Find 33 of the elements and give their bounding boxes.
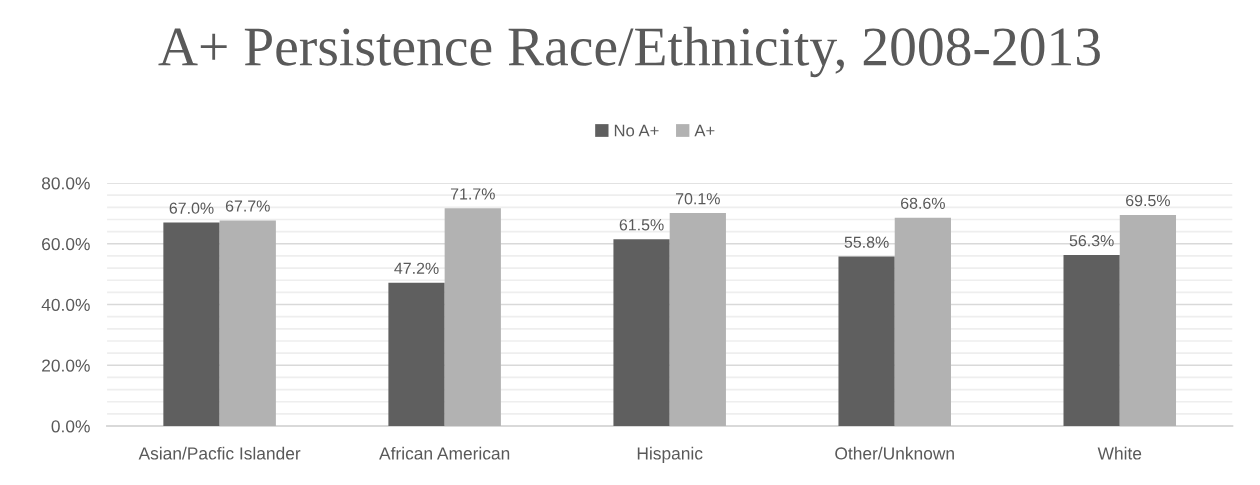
- y-tick-label: 60.0%: [42, 237, 90, 251]
- data-label: 68.6%: [901, 197, 945, 209]
- bar: [163, 222, 220, 427]
- bar: [838, 256, 895, 427]
- legend-label: No A+: [614, 124, 659, 137]
- bar: [1063, 255, 1120, 427]
- bar: [894, 217, 951, 427]
- bar: [1119, 214, 1177, 427]
- x-tick-label: White: [1097, 446, 1142, 460]
- data-label: 47.2%: [394, 262, 439, 274]
- bar: [613, 239, 670, 427]
- data-label: 70.1%: [675, 193, 720, 205]
- chart-title: A+ Persistence Race/Ethnicity, 2008-2013: [158, 26, 1100, 78]
- data-label: 67.7%: [225, 200, 270, 212]
- y-tick-label: 80.0%: [41, 177, 90, 190]
- y-tick-label: 0.0%: [51, 420, 90, 433]
- bar: [219, 220, 276, 427]
- data-label: 56.3%: [1069, 235, 1114, 247]
- x-tick-label: Asian/Pacfic Islander: [138, 446, 301, 460]
- legend-label: A+: [694, 124, 715, 137]
- data-label: 69.5%: [1126, 194, 1170, 207]
- x-tick-label: Other/Unknown: [835, 446, 954, 460]
- data-label: 61.5%: [619, 219, 664, 231]
- x-tick-label: African American: [379, 446, 510, 460]
- y-tick-label: 20.0%: [42, 359, 90, 372]
- bar: [444, 208, 501, 427]
- data-label: 71.7%: [450, 188, 495, 200]
- data-label: 55.8%: [844, 236, 889, 248]
- y-tick-label: 40.0%: [41, 298, 90, 311]
- bar: [669, 213, 726, 427]
- bar: [388, 282, 445, 427]
- data-label: 67.0%: [169, 202, 214, 214]
- x-tick-label: Hispanic: [637, 446, 703, 464]
